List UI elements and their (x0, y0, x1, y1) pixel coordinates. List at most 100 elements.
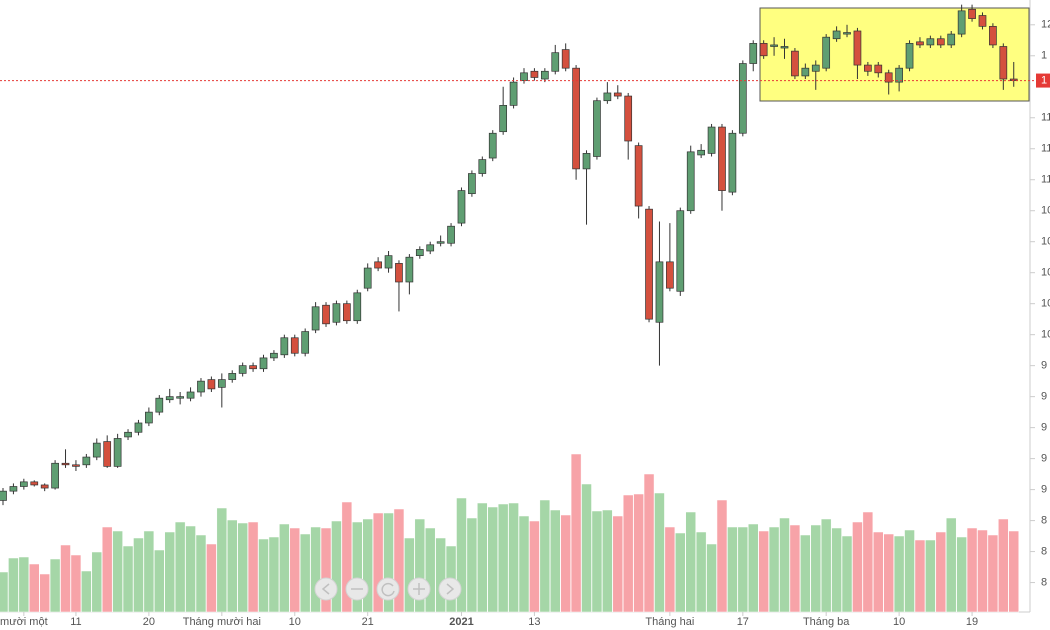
volume-bar (820, 518, 832, 613)
candle-body (884, 72, 893, 83)
last-price-box (1036, 73, 1050, 88)
volume-bar (466, 517, 478, 613)
candle-body (759, 43, 768, 57)
candle-body (238, 365, 247, 374)
candle-body (791, 50, 799, 77)
candle-body (395, 263, 403, 283)
volume-bar (383, 512, 394, 613)
volume-bar (258, 538, 269, 613)
candle-body (374, 261, 382, 269)
candle-body (947, 33, 956, 46)
zoom-in-button[interactable] (407, 577, 431, 601)
candle-body (968, 8, 976, 19)
volume-bar (675, 532, 686, 613)
scroll-right-button[interactable] (438, 577, 462, 601)
volume-bar (487, 506, 498, 613)
y-tick-label: 12 (1041, 19, 1050, 31)
volume-bar (362, 518, 373, 613)
y-tick-label: 9 (1041, 453, 1047, 465)
candle-body (447, 225, 455, 244)
y-tick-label: 11 (1041, 112, 1050, 124)
volume-bar (727, 526, 738, 613)
reset-button[interactable] (376, 577, 400, 601)
volume-bar (393, 508, 405, 613)
candle-body (176, 396, 184, 399)
candle-body (332, 303, 341, 323)
volume-bar (550, 509, 561, 613)
volume-bar (831, 527, 842, 613)
zoom-out-button[interactable] (345, 577, 369, 601)
candle-body (905, 43, 914, 69)
y-tick-label: 9 (1041, 360, 1047, 372)
volume-bar (154, 549, 165, 613)
volume-bar (747, 523, 759, 613)
y-tick-label: 10 (1041, 236, 1050, 248)
y-tick-label: 10 (1041, 205, 1050, 217)
candle-body (322, 304, 330, 325)
candle-body (613, 92, 622, 97)
volume-bar (893, 535, 905, 613)
plot: 121111111101010101099999888mười một1120T… (0, 4, 1050, 628)
volume-bar (341, 501, 353, 613)
candle-body (457, 190, 466, 224)
volume-bar (508, 502, 519, 613)
volume-bar (268, 536, 280, 613)
candle-body (895, 67, 903, 83)
candle-body (290, 337, 299, 354)
volume-bar (935, 531, 947, 613)
y-tick-label: 8 (1041, 514, 1047, 526)
volume-bar (424, 527, 436, 613)
volume-bar (570, 453, 582, 613)
volume-bar (352, 521, 363, 613)
volume-bar (810, 524, 822, 613)
volume-bar (800, 534, 811, 613)
y-tick-label: 1 (1041, 50, 1047, 62)
volume-bar (622, 494, 634, 613)
candle-body (801, 67, 810, 77)
volume-bar (789, 524, 801, 613)
candle-body (280, 337, 289, 356)
volume-bar (581, 483, 592, 613)
candle-body (478, 159, 487, 174)
candle-body (853, 30, 862, 66)
volume-bar (279, 523, 290, 613)
volume-bar (852, 521, 863, 613)
volume-bar (497, 503, 509, 613)
candle-body (405, 256, 414, 283)
x-tick-label: mười một (0, 616, 48, 628)
volume-bar (143, 530, 155, 613)
candle-body (499, 105, 508, 133)
candle-body (113, 438, 122, 467)
candle-body (572, 67, 580, 170)
y-tick-label: 10 (1041, 267, 1050, 279)
candle-body (697, 149, 705, 156)
volume-bar (185, 525, 196, 613)
candle-body (19, 481, 28, 487)
y-tick-label: 9 (1041, 391, 1047, 403)
volume-bar (841, 535, 853, 613)
candle-body (916, 41, 924, 46)
volume-bar (8, 557, 19, 613)
volume-bar (706, 543, 717, 613)
candle-body (61, 462, 70, 466)
volume-bar (768, 526, 780, 613)
candle-body (134, 422, 143, 433)
x-tick-label: 10 (289, 616, 301, 628)
x-tick-label: 17 (737, 616, 749, 628)
volume-bar (247, 521, 259, 613)
y-tick-label: 8 (1041, 545, 1047, 557)
candle-body (593, 100, 601, 157)
volume-bar (862, 511, 874, 613)
volume-bar (654, 492, 665, 613)
candle-body (82, 456, 91, 466)
volume-bar (643, 473, 655, 613)
candle-body (9, 486, 18, 492)
volume-bar (414, 518, 426, 613)
scroll-left-button[interactable] (314, 577, 338, 601)
y-tick-label: 10 (1041, 298, 1050, 310)
candle-body (51, 462, 59, 489)
candle-body (488, 132, 497, 159)
volume-bar (518, 515, 530, 613)
volume-bar (612, 515, 624, 613)
candle-body (634, 145, 643, 207)
